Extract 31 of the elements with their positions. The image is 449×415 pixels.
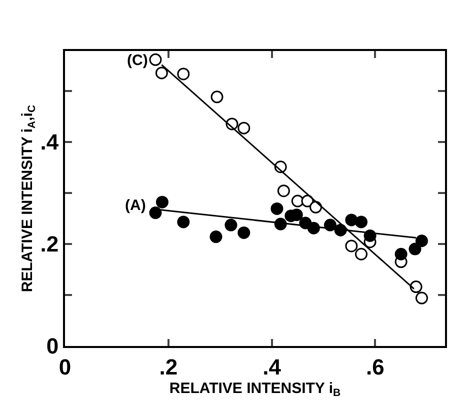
point [155, 66, 168, 80]
point [345, 240, 358, 252]
point [238, 226, 250, 239]
x-tick-label: .4 [262, 354, 282, 380]
point [354, 248, 368, 260]
y-tick-label: .4 [40, 130, 60, 155]
point [177, 68, 190, 80]
y-tick-label: .2 [40, 232, 59, 257]
point [415, 234, 428, 248]
x-tick-label: .2 [159, 354, 178, 380]
point [277, 184, 290, 198]
point [149, 206, 162, 220]
x-tick-label: .6 [366, 354, 384, 380]
point [270, 202, 284, 215]
point [156, 196, 168, 208]
point [210, 90, 224, 104]
y-tick-label: 0 [46, 334, 59, 359]
point [410, 280, 422, 294]
annotation: (C) [127, 52, 148, 69]
point [177, 216, 190, 228]
point [394, 248, 408, 260]
point [224, 218, 238, 232]
point [238, 122, 250, 134]
point [415, 292, 428, 304]
annotation: (A) [125, 197, 146, 214]
point [210, 230, 222, 244]
point [149, 53, 162, 66]
point [354, 216, 368, 228]
point [345, 214, 358, 226]
point [408, 242, 422, 256]
x-axis-title: RELATIVE INTENSITY i$_{B}$ [169, 380, 342, 400]
